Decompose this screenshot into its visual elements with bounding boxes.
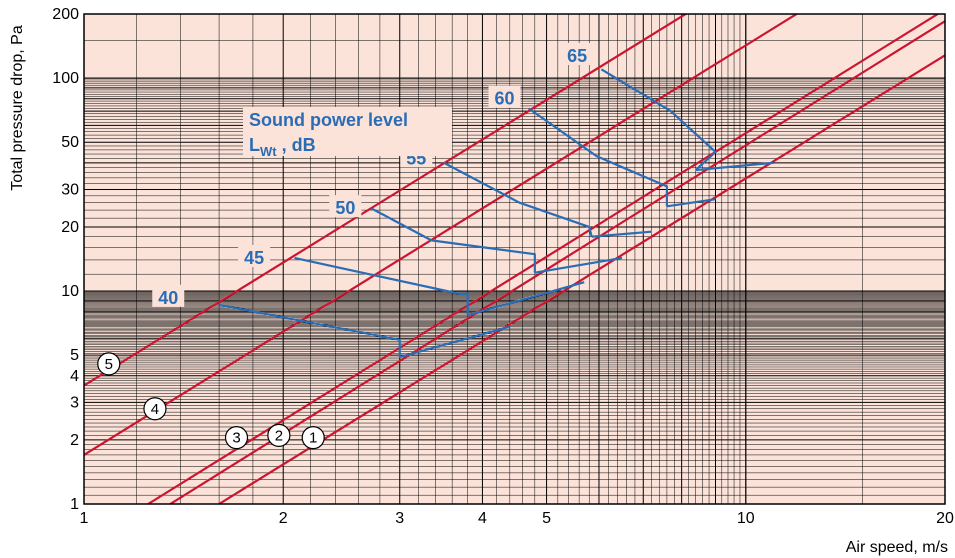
level-label-bg-50 [329, 195, 362, 218]
curve-marker-1 [301, 426, 325, 450]
level-label-bg-65 [561, 42, 594, 65]
y-tick-label: 50 [61, 134, 79, 151]
y-tick-label: 200 [52, 6, 79, 23]
x-tick-label: 2 [279, 510, 288, 527]
level-label-50: 50 [335, 198, 355, 218]
curve-marker-2 [267, 423, 291, 447]
curve-line-3 [147, 14, 940, 504]
y-tick-label: 30 [61, 181, 79, 198]
annotation-title: Sound power level [249, 110, 408, 130]
curve-label-1: 1 [309, 430, 317, 447]
level-line-50 [371, 207, 536, 273]
x-tick-label: 20 [936, 510, 954, 527]
y-tick-label: 1 [70, 496, 79, 513]
level-branch-40 [467, 281, 585, 317]
curve-line-1 [218, 54, 945, 504]
y-tick-label: 3 [70, 394, 79, 411]
x-tick-label: 3 [395, 510, 404, 527]
curve-marker-5 [97, 352, 121, 376]
annotation-unit-sub: Wt [260, 144, 277, 159]
level-line-40 [218, 303, 511, 359]
curve-label-4: 4 [151, 401, 159, 418]
level-branch-60 [695, 161, 774, 172]
annotation-unit: LWt , dB [249, 135, 316, 159]
x-axis-title: Air speed, m/s [846, 539, 948, 556]
level-line-45 [294, 256, 469, 316]
curve-label-3: 3 [232, 430, 240, 447]
y-tick-labels: 1 2 3 4 5 10 20 30 50 100 200 [52, 6, 79, 513]
y-tick-label: 10 [61, 283, 79, 300]
curve-label-5: 5 [105, 356, 113, 373]
x-tick-label: 5 [542, 510, 551, 527]
y-tick-label: 4 [70, 368, 79, 385]
level-branch-55 [666, 198, 716, 208]
y-tick-label: 20 [61, 219, 79, 236]
x-tick-label: 1 [80, 510, 89, 527]
y-axis-title: Total pressure drop, Pa [9, 25, 26, 191]
x-tick-labels: 1 2 3 4 5 10 20 [80, 510, 954, 527]
level-label-45: 45 [244, 248, 264, 268]
level-label-40: 40 [158, 288, 178, 308]
level-label-bg-40 [152, 284, 185, 307]
level-label-65: 65 [567, 46, 587, 66]
curve-line-4 [84, 14, 799, 456]
curve-marker-3 [224, 426, 249, 450]
level-line-55 [443, 161, 593, 237]
curve-line-5 [84, 14, 688, 387]
x-tick-label: 10 [737, 510, 755, 527]
level-label-bg-60 [488, 85, 521, 108]
plot-frame [83, 13, 946, 505]
y-tick-label: 2 [70, 432, 79, 449]
characteristic-curves [84, 14, 945, 504]
level-label-60: 60 [495, 89, 515, 109]
x-tick-label: 4 [478, 510, 487, 527]
level-branch-50 [591, 230, 652, 238]
curve-line-2 [169, 20, 945, 504]
level-line-65 [600, 68, 717, 171]
sound-power-annotation: Sound power level LWt , dB [243, 107, 452, 159]
annotation-unit-main: L [249, 135, 260, 155]
annotation-background [243, 107, 452, 156]
level-label-bg-45 [238, 244, 271, 267]
level-line-60 [528, 107, 669, 207]
curve-marker-4 [143, 397, 167, 421]
curve-label-2: 2 [275, 427, 283, 444]
annotation-unit-rest: , dB [277, 135, 316, 155]
y-tick-label: 5 [70, 347, 79, 364]
level-branch-45 [534, 256, 623, 274]
y-tick-label: 100 [52, 70, 79, 87]
